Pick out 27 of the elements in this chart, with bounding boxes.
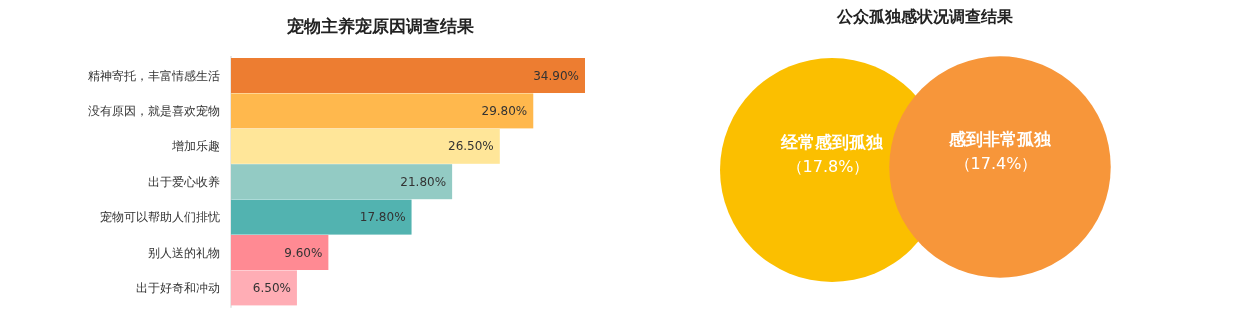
data-label: 26.50%: [448, 139, 494, 154]
y-tick-label: 别人送的礼物: [148, 245, 220, 260]
data-label: 29.80%: [481, 103, 528, 118]
bar: [231, 235, 329, 270]
category-label: 感到非常孤独: [948, 129, 1052, 149]
data-label: 17.80%: [359, 210, 406, 225]
data-label: 34.90%: [533, 68, 579, 83]
bar: [231, 128, 500, 164]
y-tick-label: 宠物可以帮助人们排忧: [100, 210, 220, 225]
bar: [231, 93, 534, 129]
y-tick-label: 精神寄托，丰富情感生活: [88, 68, 220, 83]
bar: [231, 58, 585, 93]
data-label: 21.80%: [400, 174, 447, 189]
y-tick-label: 出于好奇和冲动: [136, 280, 220, 295]
data-label: 6.50%: [252, 280, 291, 295]
y-tick-label: 没有原因，就是喜欢宠物: [88, 103, 220, 118]
text: 公众孤独感状况调查结果: [836, 7, 1014, 26]
data-label: （17.8%）: [786, 157, 870, 176]
data-label: （17.4%）: [954, 154, 1038, 173]
y-tick-label: 出于爱心收养: [148, 174, 220, 189]
data-label: 9.60%: [284, 245, 323, 260]
chart-title: 宠物主养宠原因调查结果: [285, 16, 475, 36]
bar: [231, 164, 453, 200]
bar: [231, 199, 412, 235]
bar: [231, 270, 297, 306]
y-tick-label: 增加乐趣: [171, 139, 220, 154]
category-label: 经常感到孤独: [780, 132, 884, 152]
